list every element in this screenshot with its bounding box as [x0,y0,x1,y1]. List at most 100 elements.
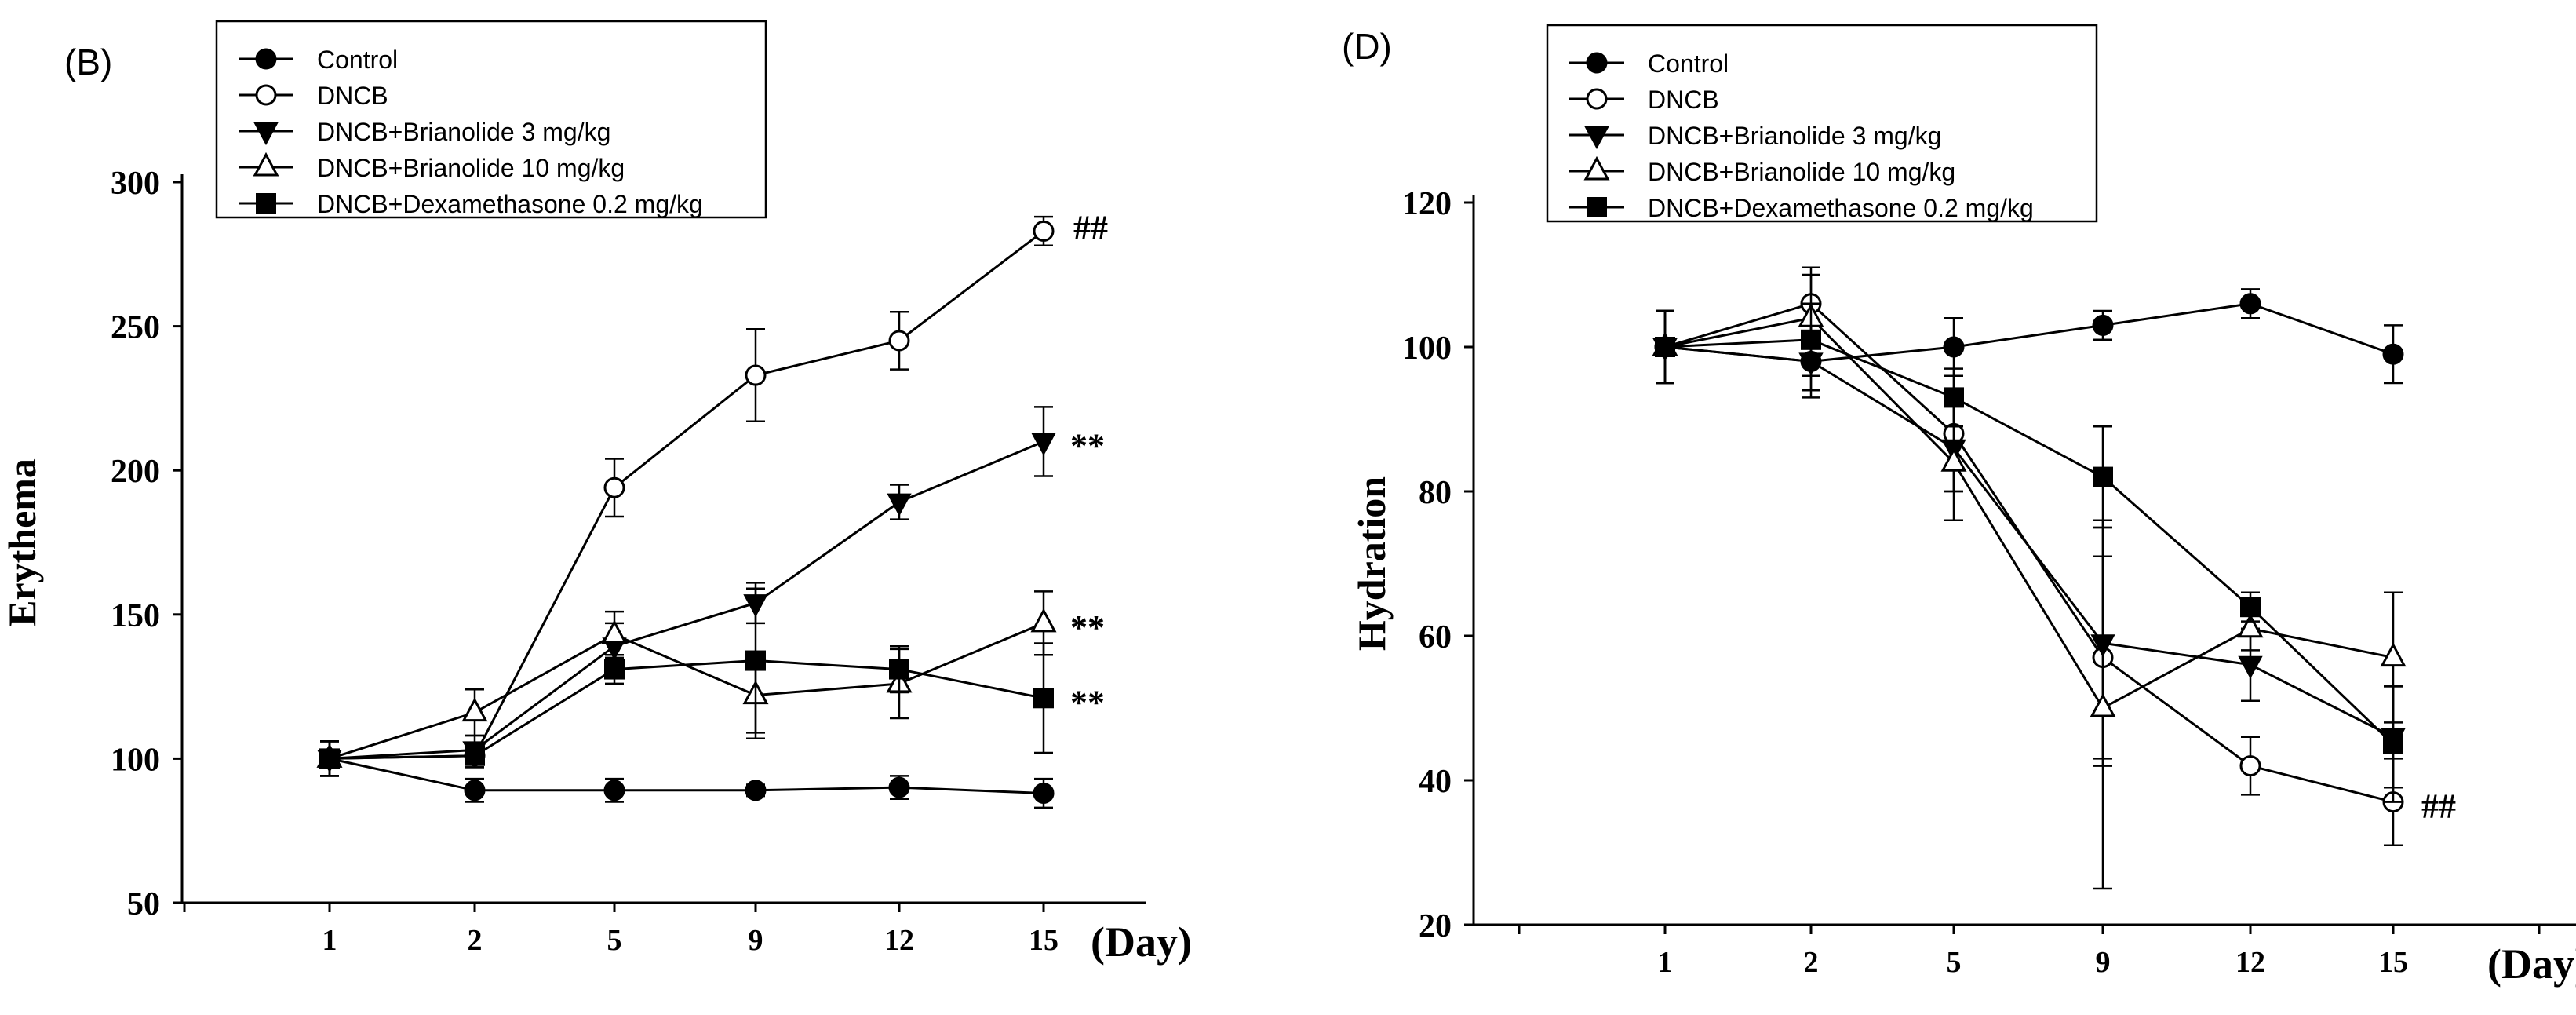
series-line-dncb-dexamethasone-0-2-mg-kg [329,659,1044,760]
y-tick-label: 150 [111,598,160,634]
legend-item-dncb-brianolide-3-mg-kg: DNCB+Brianolide 3 mg/kg [239,118,610,146]
data-point [1033,688,1054,709]
y-tick-label: 80 [1419,475,1452,511]
legend-item-dncb: DNCB [239,82,388,110]
panel-label: (D) [1342,26,1392,67]
legend-item-dncb-dexamethasone-0-2-mg-kg: DNCB+Dexamethasone 0.2 mg/kg [239,190,703,218]
legend-label: Control [317,46,398,74]
data-point [464,780,486,801]
legend-marker [253,122,279,146]
y-tick-label: 250 [111,310,160,346]
y-tick-label: 300 [111,166,160,202]
data-point [1943,336,1965,358]
data-point [461,697,488,722]
series-line-dncb [329,230,1044,760]
series-control [1654,288,2404,392]
legend: Control DNCB DNCB+Brianolide 3 mg/kg DNCB+B… [1546,24,2098,223]
data-point [2092,314,2114,336]
legend-marker [1584,126,1609,150]
significance-annotation: ## [2421,787,2456,826]
x-tick-label-2: 2 [1804,946,1819,979]
legend-marker [1583,155,1610,181]
data-point [2239,755,2261,777]
legend-item-dncb: DNCB [1569,86,1719,114]
panel-label: (B) [64,42,112,82]
x-tick-label-15: 15 [2378,946,2408,979]
legend-box [215,20,767,219]
data-point [2239,293,2261,315]
legend-item-dncb-brianolide-10-mg-kg: DNCB+Brianolide 10 mg/kg [239,152,625,182]
data-point [889,659,909,680]
series-control [319,740,1055,809]
x-tick-label-1: 1 [322,924,337,957]
legend-label: DNCB+Brianolide 3 mg/kg [317,118,610,146]
x-tick-label-9: 9 [2096,946,2111,979]
data-point [2237,613,2264,638]
significance-annotation: ** [1070,683,1105,721]
legend-label: DNCB+Dexamethasone 0.2 mg/kg [1648,194,2034,222]
x-tick-label-15: 15 [1029,924,1058,957]
series-dncb-brianolide-10-mg-kg [1652,273,2407,890]
data-point [745,650,766,671]
x-tick-label-5: 5 [1947,946,1962,979]
data-point [887,493,912,517]
y-tick-label: 120 [1402,186,1452,222]
legend-marker [256,193,276,214]
data-point [745,780,767,801]
data-point [888,776,910,798]
series-line-dncb-brianolide-10-mg-kg [329,622,1044,760]
data-point [465,745,485,766]
y-axis-title: Hydration [1350,476,1394,651]
data-point [2090,692,2116,717]
data-point [1940,447,1967,472]
legend-item-control: Control [239,46,398,74]
legend-marker [253,152,279,177]
significance-annotation: ## [1073,208,1108,246]
data-point [601,619,628,644]
x-tick-label-5: 5 [607,924,622,957]
series-dncb-dexamethasone-0-2-mg-kg [319,587,1054,777]
legend-marker [255,84,277,106]
data-point [2382,343,2404,365]
data-point [888,330,910,352]
x-axis-title: (Day) [2487,940,2576,988]
legend-label: DNCB+Dexamethasone 0.2 mg/kg [317,190,703,218]
series-dncb-brianolide-3-mg-kg [317,406,1056,777]
series-line-dncb-brianolide-3-mg-kg [329,440,1044,760]
data-point [1031,433,1056,456]
panel-hydration: (D)2040608010012012591215(Day)Hydration#… [1342,24,2576,988]
series-line-dncb [1664,302,2394,804]
data-point [2240,597,2261,618]
y-tick-label: 40 [1419,764,1452,800]
legend-item-dncb-brianolide-3-mg-kg: DNCB+Brianolide 3 mg/kg [1569,122,1941,150]
legend-marker [255,48,277,70]
data-point [2093,466,2113,487]
data-point [1801,329,1821,350]
series-dncb-brianolide-10-mg-kg [316,590,1057,777]
legend-item-control: Control [1569,49,1729,78]
y-tick-label: 100 [1402,330,1452,367]
legend-marker [1586,88,1608,110]
legend-item-dncb-dexamethasone-0-2-mg-kg: DNCB+Dexamethasone 0.2 mg/kg [1569,194,2034,222]
legend-label: DNCB [317,82,388,110]
data-point [603,780,625,801]
y-tick-label: 60 [1419,619,1452,655]
y-axis-title: Erythema [0,458,44,626]
y-tick-label: 100 [111,742,160,778]
legend-label: Control [1648,49,1729,78]
x-tick-label-12: 12 [2235,946,2265,979]
data-point [1944,387,1964,408]
legend-marker [1587,197,1607,217]
legend-item-dncb-brianolide-10-mg-kg: DNCB+Brianolide 10 mg/kg [1569,155,1955,186]
series-line-dncb-dexamethasone-0-2-mg-kg [1664,338,2395,746]
data-point [745,364,767,386]
series-line-control [1664,302,2394,363]
series-dncb [319,215,1055,777]
data-point [603,476,625,498]
legend-label: DNCB [1648,86,1719,114]
series-line-control [329,757,1044,794]
data-point [2383,734,2403,754]
legend-marker [1586,52,1608,74]
